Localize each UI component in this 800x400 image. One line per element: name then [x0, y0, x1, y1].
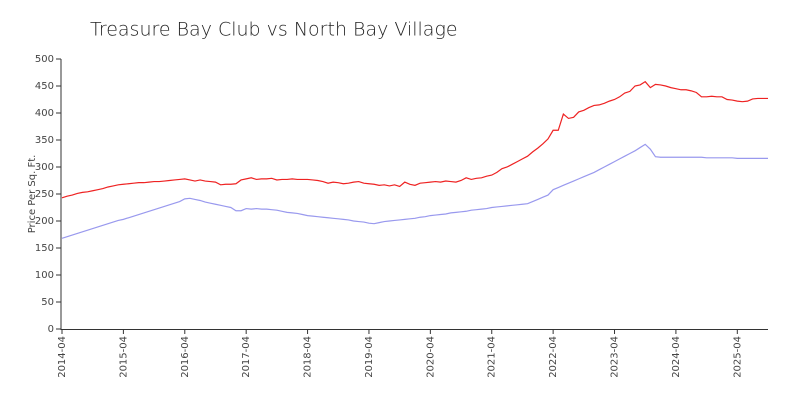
x-tick-label: 2023-04	[610, 336, 621, 378]
y-tick-label: 100	[35, 270, 54, 281]
x-tick-label: 2021-04	[487, 336, 498, 378]
x-tick-label: 2025-04	[732, 336, 743, 378]
y-tick-label: 450	[35, 81, 54, 92]
series-line	[61, 80, 768, 199]
x-tick-label: 2018-04	[303, 336, 314, 378]
x-tick-label: 2017-04	[241, 336, 252, 378]
y-tick-label: 300	[35, 162, 54, 173]
x-tick-label: 2016-04	[180, 336, 191, 378]
y-tick-label: 400	[35, 108, 54, 119]
x-tick-label: 2019-04	[364, 336, 375, 378]
x-tick-label: 2020-04	[425, 336, 436, 378]
y-tick-label: 500	[35, 54, 54, 65]
y-tick-label: 200	[35, 216, 54, 227]
x-tick-label: 2015-04	[118, 336, 129, 378]
series-line	[61, 143, 768, 239]
y-axis-label: Price Per Sq. Ft.	[27, 155, 38, 234]
x-tick-label: 2022-04	[548, 336, 559, 378]
y-tick-label: 0	[48, 324, 54, 335]
x-tick-label: 2014-04	[57, 336, 68, 378]
chart-title: Treasure Bay Club vs North Bay Village	[90, 19, 458, 41]
x-tick-label: 2024-04	[671, 336, 682, 378]
y-tick-label: 50	[41, 297, 54, 308]
y-tick-label: 350	[35, 135, 54, 146]
y-tick-label: 250	[35, 189, 54, 200]
y-tick-label: 150	[35, 243, 54, 254]
